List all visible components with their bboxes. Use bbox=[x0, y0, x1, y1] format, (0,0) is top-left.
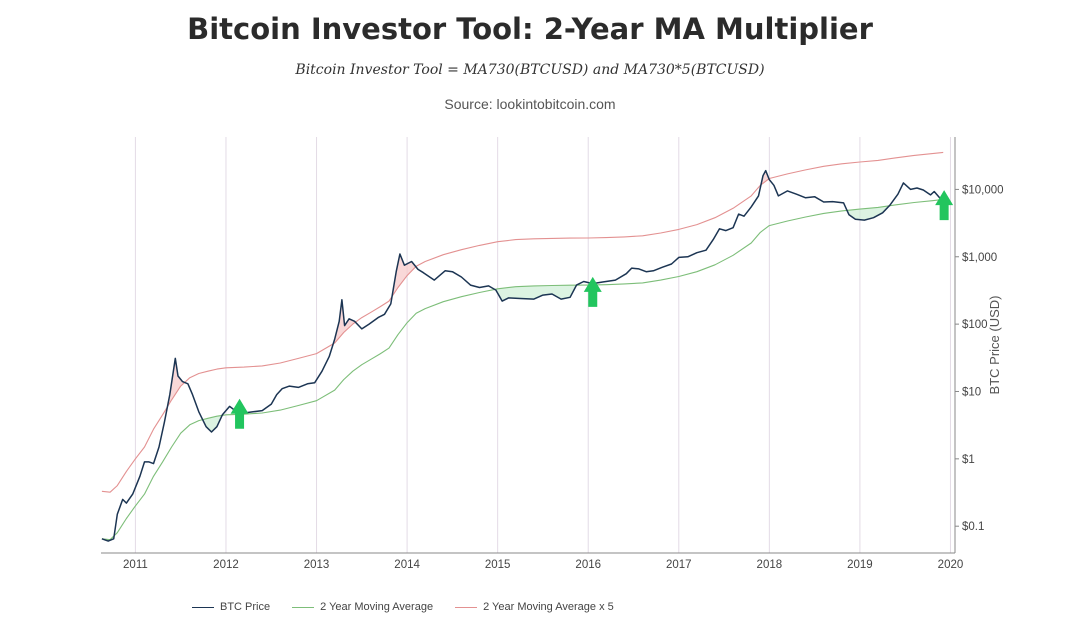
legend-label-price: BTC Price bbox=[220, 601, 271, 613]
fill-layer bbox=[103, 170, 889, 542]
series-line-price bbox=[101, 169, 944, 542]
legend-swatch-price bbox=[192, 606, 214, 608]
x-tick-label-2012: 2012 bbox=[213, 559, 239, 571]
legend-swatch-ma5 bbox=[455, 606, 478, 608]
x-tick-label-2020: 2020 bbox=[938, 559, 964, 571]
arrow-up-icon-1 bbox=[583, 276, 602, 307]
annotation-layer bbox=[230, 190, 954, 429]
chart-formula: Bitcoin Investor Tool = MA730(BTCUSD) an… bbox=[0, 62, 1060, 78]
chart-title: Bitcoin Investor Tool: 2-Year MA Multipl… bbox=[187, 12, 873, 46]
x-tick-label-2017: 2017 bbox=[666, 559, 692, 571]
series-line-ma bbox=[101, 198, 944, 541]
fill-above-ma5-0 bbox=[168, 358, 185, 406]
legend-label-ma5: 2 Year Moving Average x 5 bbox=[483, 601, 614, 613]
x-tick-label-2018: 2018 bbox=[757, 559, 783, 571]
formula-text: Bitcoin Investor Tool = MA730(BTCUSD) an… bbox=[295, 62, 765, 78]
grid-layer bbox=[134, 137, 951, 553]
x-tick-label-2016: 2016 bbox=[575, 559, 601, 571]
y-tick-label-2: $10 bbox=[962, 386, 981, 398]
arrow-up-icon-0 bbox=[230, 398, 249, 429]
legend-label-ma: 2 Year Moving Average bbox=[320, 601, 434, 613]
chart-source: Source: lookintobitcoin.com bbox=[444, 96, 616, 112]
legend: BTC Price 2 Year Moving Average 2 Year M… bbox=[192, 601, 614, 613]
legend-item-price[interactable]: BTC Price bbox=[192, 601, 270, 613]
y-axis-label: BTC Price (USD) bbox=[987, 296, 1002, 395]
y-tick-label-5: $10,000 bbox=[962, 184, 1004, 196]
arrow-up-icon-2 bbox=[935, 190, 954, 221]
line-layer bbox=[101, 151, 944, 542]
legend-swatch-ma bbox=[292, 606, 315, 608]
x-tick-label-2014: 2014 bbox=[394, 559, 420, 571]
y-tick-label-4: $1,000 bbox=[962, 252, 997, 264]
axis-layer: 2011 2012 2013 2014 2015 2016 2017 2018 2019 2020… bbox=[101, 137, 1004, 571]
x-tick-label-2019: 2019 bbox=[847, 559, 873, 571]
y-tick-label-0: $0.1 bbox=[962, 521, 984, 533]
fill-below-ma-2 bbox=[494, 285, 576, 302]
series-line-ma5 bbox=[101, 151, 944, 493]
x-tick-label-2015: 2015 bbox=[485, 559, 511, 571]
y-tick-label-3: $100 bbox=[962, 319, 988, 331]
legend-item-ma[interactable]: 2 Year Moving Average bbox=[292, 601, 433, 613]
x-tick-label-2013: 2013 bbox=[304, 559, 330, 571]
y-tick-label-1: $1 bbox=[962, 454, 975, 466]
x-tick-label-2011: 2011 bbox=[123, 559, 148, 571]
legend-item-ma5[interactable]: 2 Year Moving Average x 5 bbox=[455, 601, 614, 613]
